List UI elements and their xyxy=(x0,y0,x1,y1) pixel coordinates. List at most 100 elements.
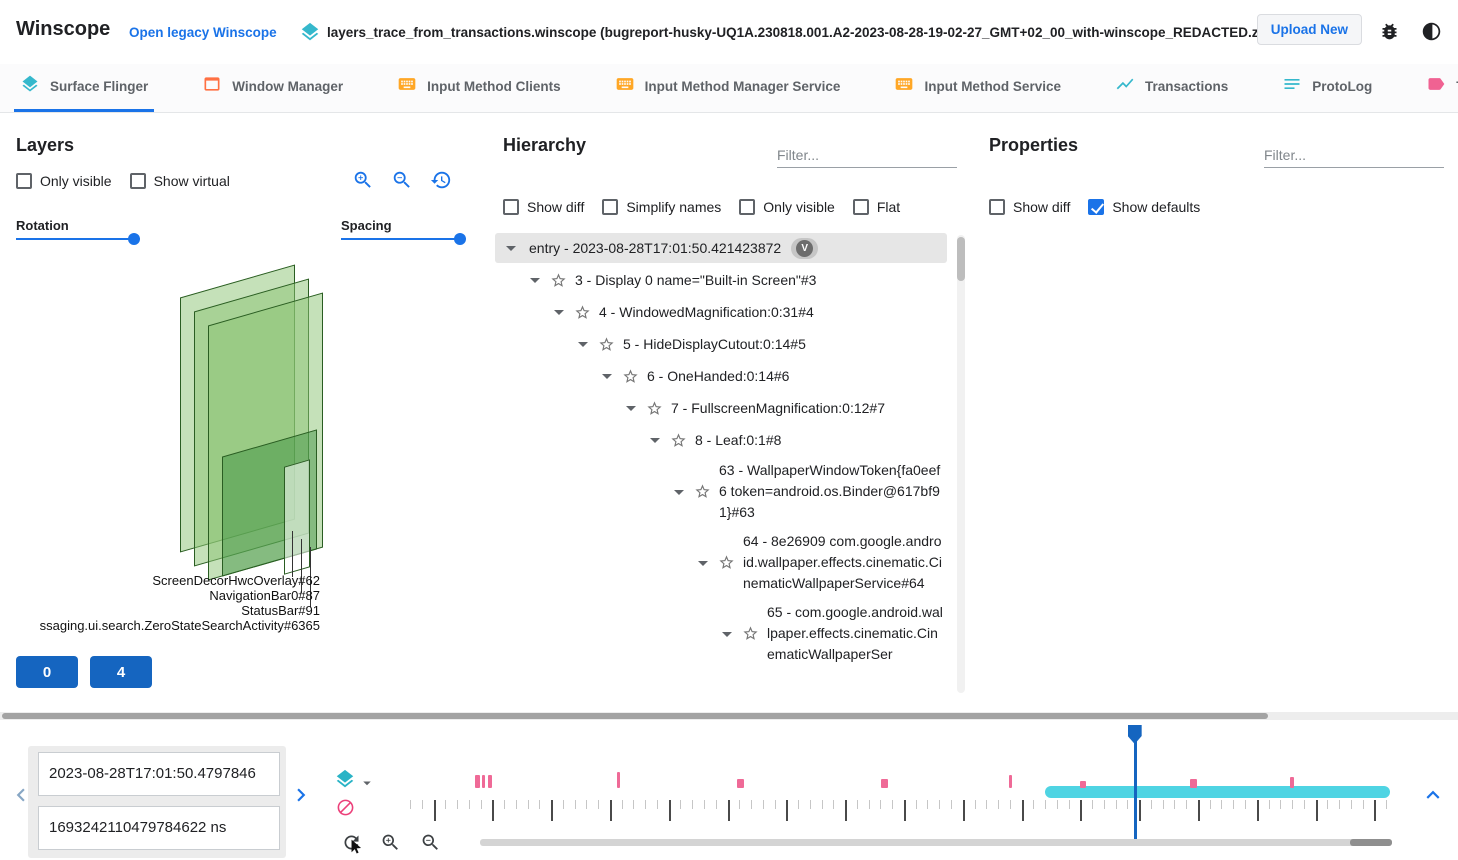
transaction-mark[interactable] xyxy=(736,779,744,788)
tree-node[interactable]: 64 - 8e26909 com.google.android.wallpape… xyxy=(495,528,947,597)
tree-node[interactable]: 5 - HideDisplayCutout:0:14#5 xyxy=(495,329,947,359)
layers-3d-view[interactable] xyxy=(150,263,380,593)
expand-chevron-icon[interactable] xyxy=(667,480,691,504)
transaction-mark[interactable] xyxy=(1008,775,1012,788)
layer-sheet[interactable] xyxy=(284,459,310,575)
tree-node[interactable]: 4 - WindowedMagnification:0:31#4 xyxy=(495,297,947,327)
trace-dropdown-caret-icon[interactable] xyxy=(358,774,376,797)
playhead-line[interactable] xyxy=(1133,728,1137,840)
tab-window-manager[interactable]: Window Manager xyxy=(196,64,349,112)
slider-thumb[interactable] xyxy=(454,233,467,245)
ruler-tick xyxy=(480,800,482,809)
scrollbar-thumb[interactable] xyxy=(1350,839,1392,846)
transaction-mark[interactable] xyxy=(488,775,493,788)
tab-label: Transactions xyxy=(1144,79,1229,94)
expand-chevron-icon[interactable] xyxy=(643,428,667,452)
tree-node[interactable]: 7 - FullscreenMagnification:0:12#7 xyxy=(495,393,947,423)
reset-view-icon[interactable] xyxy=(430,169,452,196)
expand-chevron-icon[interactable] xyxy=(499,236,523,260)
properties-filter-input[interactable] xyxy=(1264,143,1444,168)
checkbox-only-visible[interactable]: Only visible xyxy=(16,173,112,189)
checkbox-simplify-names[interactable]: Simplify names xyxy=(602,199,721,215)
expand-chevron-icon[interactable] xyxy=(523,268,547,292)
timestamp-ns-field[interactable]: 1693242110479784622 ns xyxy=(38,806,280,850)
hierarchy-filter-input[interactable] xyxy=(777,143,957,168)
tab-tra[interactable]: Tra xyxy=(1420,64,1458,112)
ruler-tick xyxy=(868,800,870,809)
scrollbar-thumb[interactable] xyxy=(957,237,965,281)
prev-entry-chevron-icon[interactable] xyxy=(8,782,34,813)
star-icon[interactable] xyxy=(667,432,689,449)
surface-flinger-trace-icon[interactable] xyxy=(334,768,356,795)
timeline-zoom-in-icon[interactable] xyxy=(380,832,401,858)
expand-chevron-icon[interactable] xyxy=(547,300,571,324)
tree-node[interactable]: 65 - com.google.android.wallpaper.effect… xyxy=(495,599,947,668)
display-button-0[interactable]: 0 xyxy=(16,656,78,688)
transaction-mark[interactable] xyxy=(475,775,481,788)
dark-mode-icon[interactable] xyxy=(1421,21,1442,47)
timeline-plot[interactable] xyxy=(410,712,1400,860)
tree-node[interactable]: 63 - WallpaperWindowToken{fa0eef6 token=… xyxy=(495,457,947,526)
star-icon[interactable] xyxy=(739,625,761,642)
timestamp-human-field[interactable]: 2023-08-28T17:01:50.4797846 xyxy=(38,752,280,796)
reset-zoom-icon[interactable] xyxy=(341,832,362,858)
checkbox-show-defaults[interactable]: Show defaults xyxy=(1088,199,1200,215)
playhead-handle[interactable] xyxy=(1127,725,1142,744)
tab-surface-flinger[interactable]: Surface Flinger xyxy=(14,64,155,112)
tree-node[interactable]: 3 - Display 0 name="Built-in Screen"#3 xyxy=(495,265,947,295)
tree-node[interactable]: 6 - OneHanded:0:14#6 xyxy=(495,361,947,391)
zoom-in-icon[interactable] xyxy=(352,169,374,196)
checkbox-show-diff[interactable]: Show diff xyxy=(503,199,584,215)
timeline-scrollbar[interactable] xyxy=(480,839,1392,846)
zoom-selection-band[interactable] xyxy=(1044,786,1391,798)
checkbox-show-virtual[interactable]: Show virtual xyxy=(129,173,230,189)
checkbox-only-visible[interactable]: Only visible xyxy=(739,199,835,215)
star-icon[interactable] xyxy=(571,304,593,321)
transaction-mark[interactable] xyxy=(1080,781,1087,788)
star-icon[interactable] xyxy=(547,272,569,289)
transaction-mark[interactable] xyxy=(1290,777,1295,788)
legacy-winscope-link[interactable]: Open legacy Winscope xyxy=(129,25,277,40)
tab-input-method-manager-service[interactable]: Input Method Manager Service xyxy=(609,64,847,112)
timeline-zoom-out-icon[interactable] xyxy=(420,832,441,858)
star-icon[interactable] xyxy=(691,483,713,500)
transaction-mark[interactable] xyxy=(482,775,486,788)
checkbox-show-diff[interactable]: Show diff xyxy=(989,199,1070,215)
star-icon[interactable] xyxy=(715,554,737,571)
expand-chevron-icon[interactable] xyxy=(691,551,715,575)
tab-input-method-service[interactable]: Input Method Service xyxy=(888,64,1067,112)
star-icon[interactable] xyxy=(619,368,641,385)
ruler-tick xyxy=(927,800,929,809)
expand-chevron-icon[interactable] xyxy=(571,332,595,356)
ruler-tick xyxy=(821,800,823,809)
collapse-timeline-chevron-icon[interactable] xyxy=(1420,782,1446,813)
expand-chevron-icon[interactable] xyxy=(595,364,619,388)
slider-thumb[interactable] xyxy=(127,233,140,245)
tree-node[interactable]: 8 - Leaf:0:1#8 xyxy=(495,425,947,455)
expand-chevron-icon[interactable] xyxy=(619,396,643,420)
timeline-resize-handle[interactable] xyxy=(2,713,1268,719)
star-icon[interactable] xyxy=(643,400,665,417)
ruler-tick xyxy=(892,800,894,809)
zoom-out-icon[interactable] xyxy=(391,169,413,196)
ruler-tick xyxy=(1162,800,1164,809)
tab-input-method-clients[interactable]: Input Method Clients xyxy=(391,64,566,112)
expand-chevron-icon[interactable] xyxy=(715,622,739,646)
transactions-trace-icon[interactable] xyxy=(336,798,355,822)
star-icon[interactable] xyxy=(595,336,617,353)
transaction-mark[interactable] xyxy=(881,779,889,788)
transaction-mark[interactable] xyxy=(1190,779,1198,788)
ruler-tick xyxy=(433,800,436,821)
rotation-slider[interactable] xyxy=(16,232,140,246)
upload-new-button[interactable]: Upload New xyxy=(1256,14,1362,45)
spacing-slider[interactable] xyxy=(341,232,467,246)
checkbox-flat[interactable]: Flat xyxy=(852,199,900,215)
hierarchy-scrollbar[interactable] xyxy=(957,235,965,693)
display-button-4[interactable]: 4 xyxy=(90,656,152,688)
transaction-mark[interactable] xyxy=(616,772,620,788)
tree-node[interactable]: entry - 2023-08-28T17:01:50.421423872 V xyxy=(495,233,947,263)
tab-transactions[interactable]: Transactions xyxy=(1109,64,1234,112)
tab-protolog[interactable]: ProtoLog xyxy=(1276,64,1378,112)
next-entry-chevron-icon[interactable] xyxy=(288,782,314,813)
bug-report-icon[interactable] xyxy=(1379,21,1400,47)
